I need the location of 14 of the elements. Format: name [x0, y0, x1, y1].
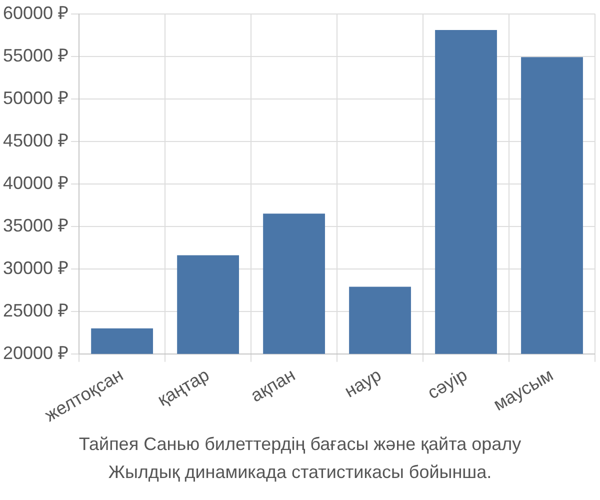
x-tick-label: сәуір: [424, 364, 470, 404]
y-tick-label: 50000 ₽: [2, 88, 68, 108]
y-tick-label: 55000 ₽: [2, 45, 68, 66]
y-tick-label: 20000 ₽: [2, 342, 68, 363]
y-tick-label: 60000 ₽: [2, 2, 68, 23]
y-tick-label: 45000 ₽: [2, 130, 68, 150]
text: Тайпея Санью билеттердің бағасы және қайта оралу: [78, 433, 522, 456]
y-tick-label: 30000 ₽: [2, 258, 68, 278]
y-tick-label: 25000 ₽: [2, 300, 68, 320]
y-tick-label: 40000 ₽: [2, 172, 68, 193]
x-tick-label: ақпан: [247, 364, 299, 406]
y-tick-label: 35000 ₽: [2, 215, 68, 236]
text: Жылдық динамикада статистикасы бойынша.: [107, 461, 493, 484]
x-tick-label: наур: [341, 364, 385, 402]
